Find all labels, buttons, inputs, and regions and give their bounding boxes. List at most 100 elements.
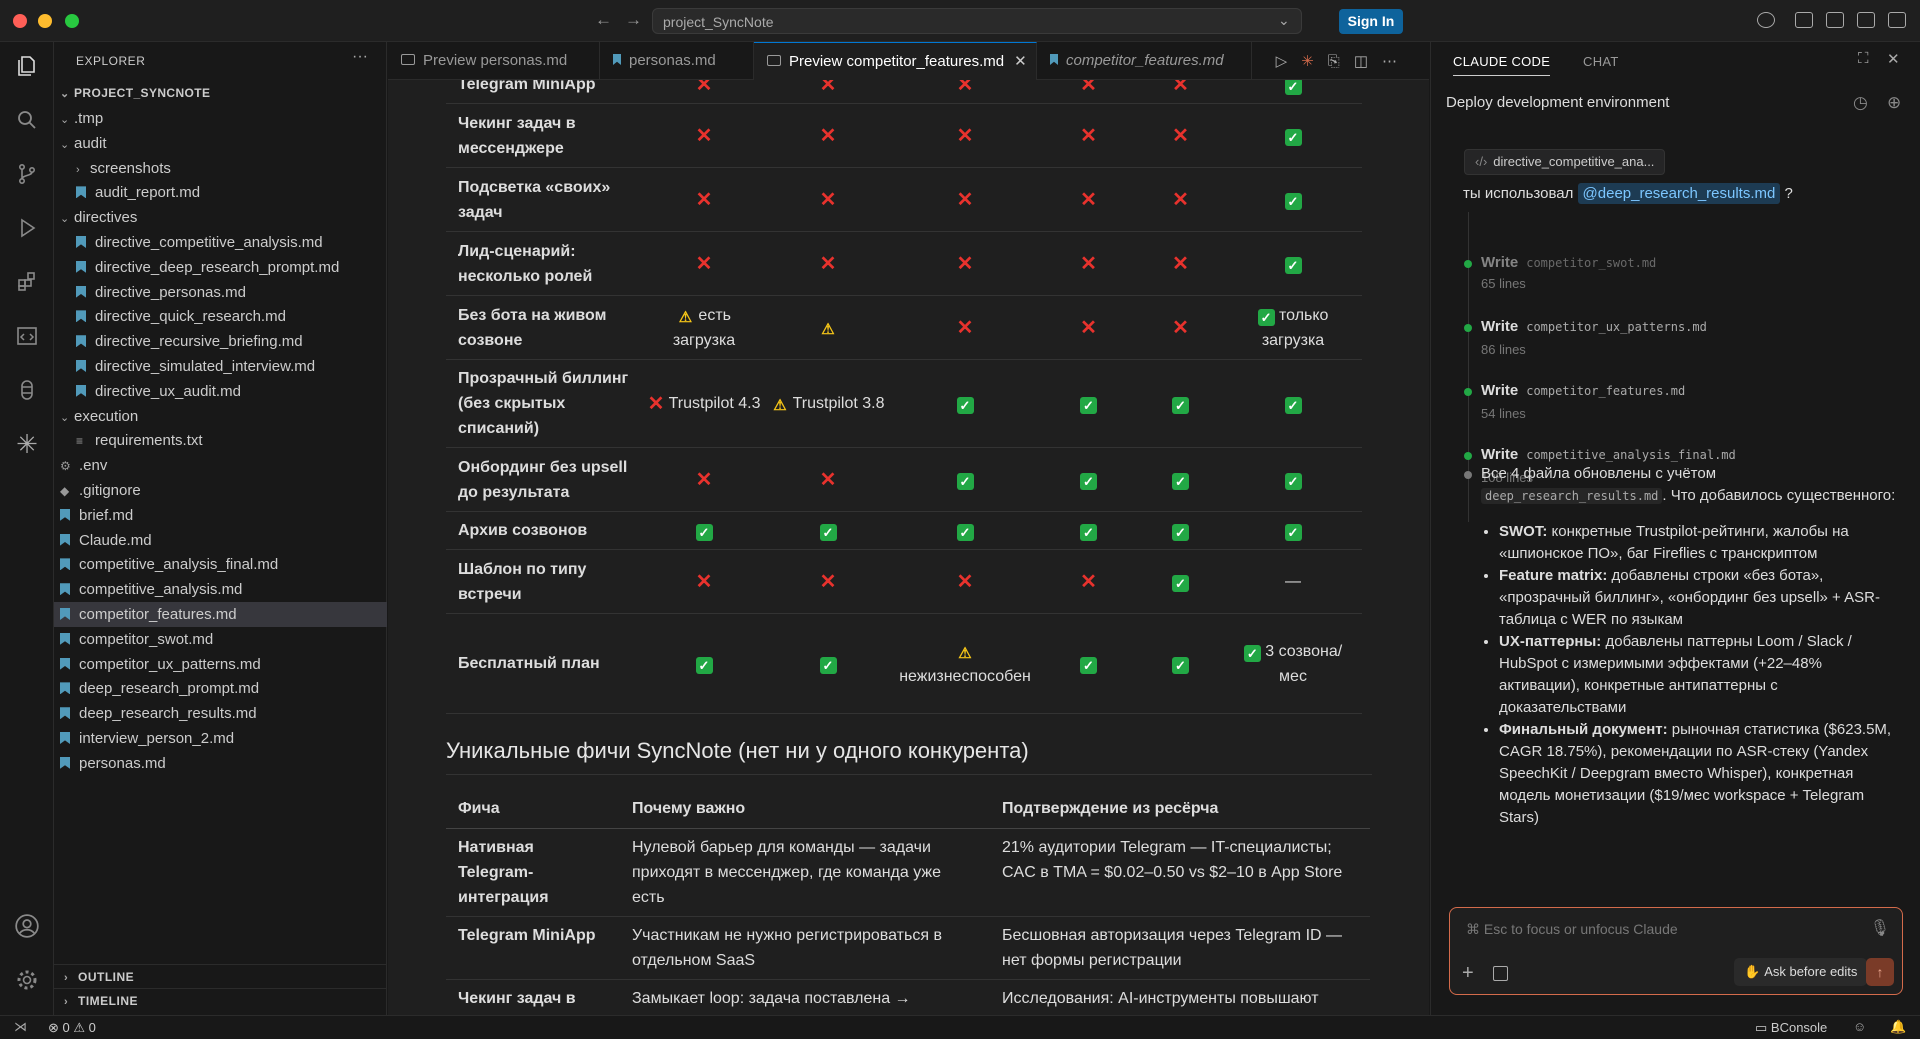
tab-personas[interactable]: personas.md <box>600 42 754 80</box>
tree-file[interactable]: Claude.md <box>54 528 387 553</box>
toggle-panel-icon[interactable] <box>1857 12 1875 28</box>
tab-chat[interactable]: CHAT <box>1583 54 1619 69</box>
claude-icon[interactable]: ✳ <box>16 428 38 459</box>
tree-file[interactable]: deep_research_results.md <box>54 701 387 726</box>
close-window-button[interactable] <box>13 14 27 28</box>
command-center-search[interactable]: project_SyncNote ⌄ <box>652 8 1302 34</box>
tree-folder[interactable]: ⌄ audit <box>54 131 387 156</box>
copilot-icon[interactable] <box>1757 12 1775 28</box>
tree-file[interactable]: directive_recursive_briefing.md <box>54 329 387 354</box>
step-file: competitor_features.md <box>1526 384 1686 398</box>
matrix-cell: ✕ <box>766 103 890 168</box>
warning-icon: ⚠ <box>678 308 693 326</box>
claude-spark-icon[interactable]: ✳ <box>1301 53 1328 70</box>
expand-icon[interactable]: ⛶ <box>1858 50 1869 67</box>
tree-item-label: directive_simulated_interview.md <box>95 358 316 375</box>
tree-file[interactable]: audit_report.md <box>54 180 387 205</box>
toggle-sidebar-icon[interactable] <box>1826 12 1844 28</box>
prompt-input[interactable]: ⌘ Esc to focus or unfocus Claude 🎙 + ✋ As… <box>1449 907 1903 995</box>
tree-file[interactable]: brief.md <box>54 503 387 528</box>
copilot-status-icon[interactable]: ☺ <box>1853 1019 1867 1034</box>
tree-file[interactable]: competitive_analysis.md <box>54 577 387 602</box>
toggle-secondary-sidebar-icon[interactable] <box>1888 12 1906 28</box>
file-mention[interactable]: @deep_research_results.md <box>1577 183 1781 204</box>
tree-file[interactable]: directive_ux_audit.md <box>54 379 387 404</box>
open-source-icon[interactable]: ⎘ <box>1327 53 1354 70</box>
check-icon: ✓ <box>1284 80 1302 95</box>
run-debug-icon[interactable] <box>13 214 41 242</box>
settings-gear-icon[interactable] <box>13 966 41 994</box>
history-icon[interactable]: ◷ <box>1853 93 1869 112</box>
figma-icon[interactable] <box>13 376 41 404</box>
tree-file[interactable]: competitor_features.md <box>54 602 387 627</box>
more-actions-icon[interactable]: ··· <box>352 48 368 65</box>
tree-file[interactable]: competitor_ux_patterns.md <box>54 652 387 677</box>
add-attachment-icon[interactable]: + <box>1462 962 1474 984</box>
close-tab-icon[interactable]: ✕ <box>1014 53 1027 70</box>
table-row: Без бота на живом созвоне ⚠ есть загрузка… <box>446 295 1362 360</box>
tab-preview-personas[interactable]: Preview personas.md <box>388 42 600 80</box>
cross-icon: ✕ <box>956 253 974 275</box>
tool-step[interactable]: Write competitor_swot.md <box>1481 254 1656 271</box>
slash-command-icon[interactable] <box>1493 966 1508 981</box>
run-icon[interactable]: ▷ <box>1275 53 1302 70</box>
matrix-cell: ✕ <box>1040 103 1137 168</box>
tree-file[interactable]: directive_deep_research_prompt.md <box>54 255 387 280</box>
tree-file[interactable]: competitor_swot.md <box>54 627 387 652</box>
console-status[interactable]: ▭ BConsole <box>1755 1020 1828 1035</box>
extensions-icon[interactable] <box>13 268 41 296</box>
project-root-folder[interactable]: ⌄ PROJECT_SYNCNOTE <box>54 81 387 106</box>
microphone-icon[interactable]: 🎙 <box>1869 920 1890 937</box>
tree-file[interactable]: directive_personas.md <box>54 280 387 305</box>
forward-arrow-icon[interactable]: → <box>625 10 642 29</box>
tree-folder[interactable]: ⌄ execution <box>54 404 387 429</box>
tool-step[interactable]: Write competitor_features.md <box>1481 382 1685 399</box>
file-context-chip[interactable]: ‹/› directive_competitive_ana... <box>1464 149 1666 175</box>
tree-file[interactable]: directive_competitive_analysis.md <box>54 230 387 255</box>
tree-file[interactable]: directive_quick_research.md <box>54 304 387 329</box>
remote-explorer-icon[interactable] <box>13 322 41 350</box>
send-button[interactable]: ↑ <box>1866 958 1894 986</box>
tree-file[interactable]: personas.md <box>54 751 387 776</box>
new-session-icon[interactable]: ⊕ <box>1887 93 1902 112</box>
tool-step[interactable]: Write competitive_analysis_final.md <box>1481 446 1736 463</box>
tree-file[interactable]: competitive_analysis_final.md <box>54 552 387 577</box>
ask-before-edits-toggle[interactable]: ✋ Ask before edits <box>1734 958 1868 986</box>
cross-icon: ✕ <box>956 317 974 339</box>
remote-icon[interactable]: ⋊ <box>14 1019 27 1034</box>
chevron-down-icon[interactable]: ⌄ <box>1278 12 1290 28</box>
account-icon[interactable] <box>13 912 41 940</box>
tree-file[interactable]: deep_research_prompt.md <box>54 676 387 701</box>
customize-layout-icon[interactable] <box>1795 12 1813 28</box>
tree-file[interactable]: ⚙ .env <box>54 453 387 478</box>
feature-name: Шаблон по типу встречи <box>446 549 642 614</box>
split-editor-icon[interactable]: ◫ <box>1353 53 1382 70</box>
problems-indicator[interactable]: ⊗ 0 ⚠ 0 <box>48 1020 96 1035</box>
question-prefix: ты использовал <box>1463 185 1574 202</box>
sign-in-button[interactable]: Sign In <box>1339 9 1403 34</box>
tree-file[interactable]: interview_person_2.md <box>54 726 387 751</box>
maximize-window-button[interactable] <box>65 14 79 28</box>
matrix-cell: ✓ <box>890 511 1040 550</box>
tree-file[interactable]: ◆ .gitignore <box>54 478 387 503</box>
tree-folder[interactable]: › screenshots <box>54 156 387 181</box>
tree-folder[interactable]: ⌄ directives <box>54 205 387 230</box>
search-icon[interactable] <box>13 106 41 134</box>
tab-preview-competitor-features[interactable]: Preview competitor_features.md ✕ <box>754 42 1037 80</box>
tree-folder[interactable]: ⌄ .tmp <box>54 106 387 131</box>
more-icon[interactable]: ⋯ <box>1382 53 1411 70</box>
tree-file[interactable]: directive_simulated_interview.md <box>54 354 387 379</box>
explorer-icon[interactable] <box>13 52 41 80</box>
close-panel-icon[interactable]: ✕ <box>1887 51 1900 68</box>
source-control-icon[interactable] <box>13 160 41 188</box>
minimize-window-button[interactable] <box>38 14 52 28</box>
notifications-bell-icon[interactable]: 🔔 <box>1890 1019 1907 1034</box>
tab-claude-code[interactable]: CLAUDE CODE <box>1453 54 1551 76</box>
timeline-section[interactable]: › TIMELINE <box>54 988 387 1012</box>
tab-competitor-features[interactable]: competitor_features.md <box>1037 42 1252 80</box>
back-arrow-icon[interactable]: ← <box>595 10 612 29</box>
tree-file[interactable]: ≡ requirements.txt <box>54 428 387 453</box>
tool-step[interactable]: Write competitor_ux_patterns.md <box>1481 318 1707 335</box>
feature-name: Нативная Telegram-интеграция <box>446 828 620 917</box>
outline-section[interactable]: › OUTLINE <box>54 964 387 988</box>
